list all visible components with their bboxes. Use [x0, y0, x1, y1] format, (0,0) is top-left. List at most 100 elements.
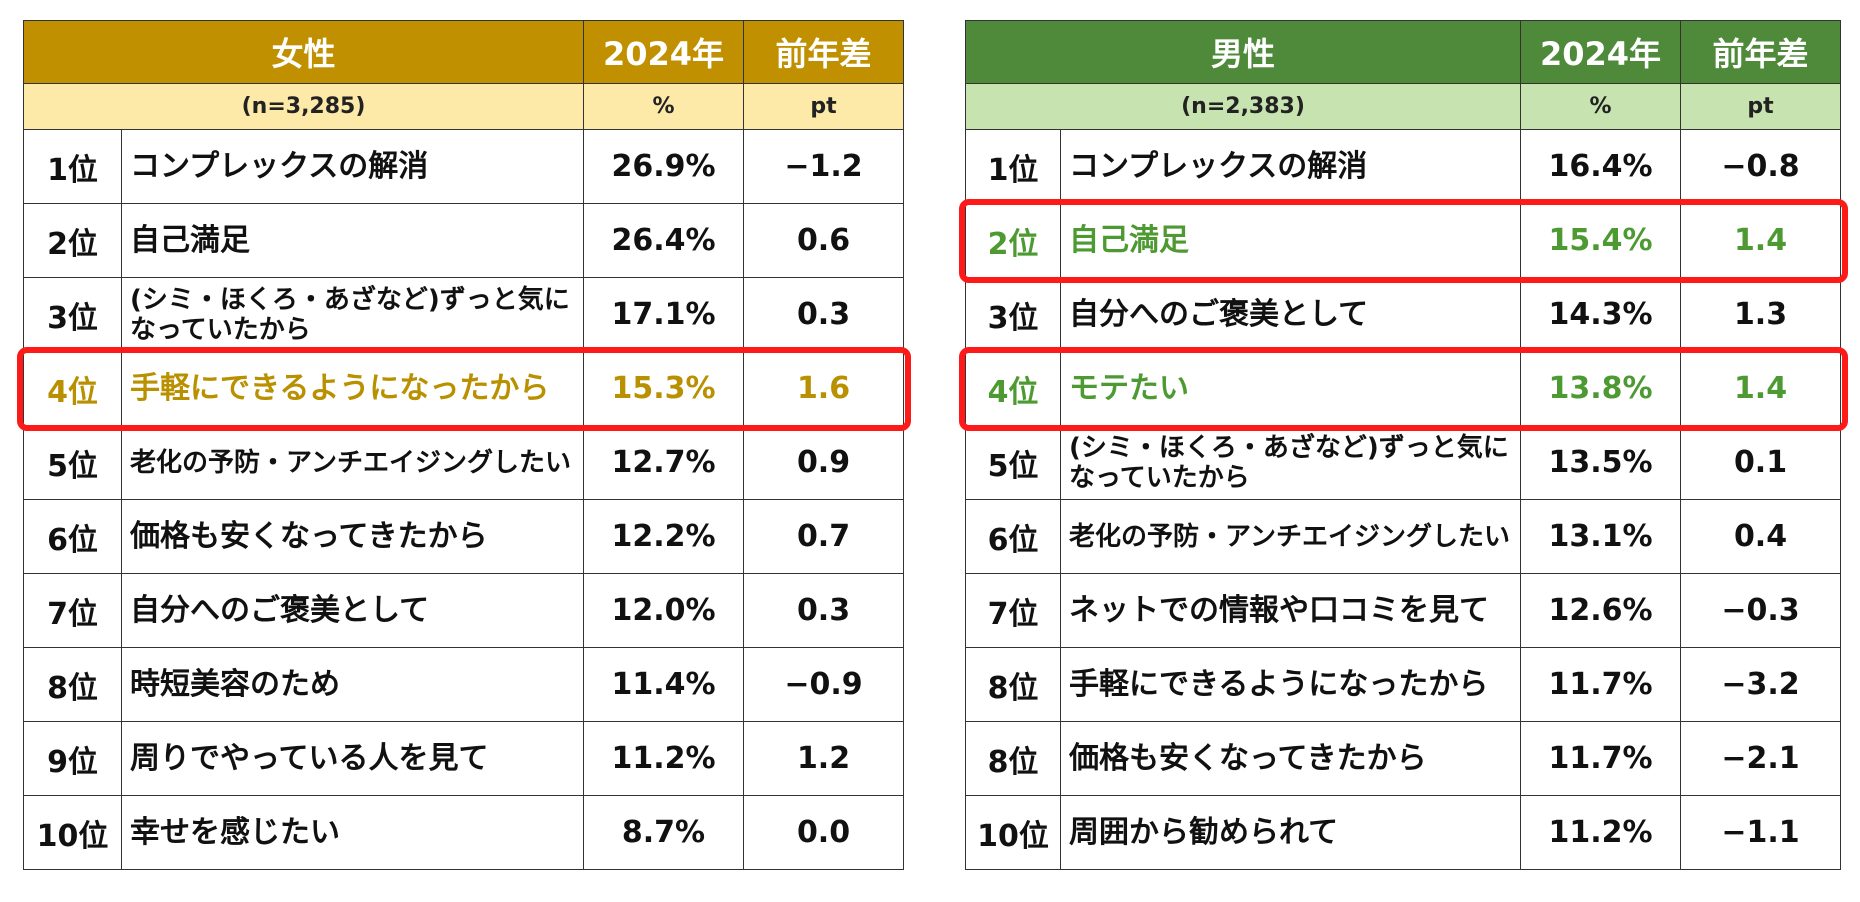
- men-rank: 8位: [965, 721, 1061, 796]
- men-reason: (シミ・ほくろ・あざなど)ずっと気になっていたから: [1059, 425, 1522, 500]
- men-rank: 5位: [965, 425, 1061, 500]
- men-rank: 6位: [965, 499, 1061, 574]
- women-rank: 7位: [23, 573, 122, 648]
- men-ranking-table: 男性 2024年 前年差 (n=2,383) % pt 1位 コンプレックスの解消…: [964, 20, 1842, 870]
- men-reason: ネットでの情報や口コミを見て: [1059, 573, 1522, 648]
- men-value: 16.4%: [1520, 129, 1682, 204]
- men-row-highlighted: 2位 自己満足 15.4% 1.4: [965, 203, 1842, 278]
- women-rank: 4位: [23, 351, 122, 426]
- men-rank: 7位: [965, 573, 1061, 648]
- women-subheader-row: (n=3,285) % pt: [22, 83, 905, 130]
- men-rank: 10位: [965, 795, 1061, 870]
- women-value: 12.0%: [583, 573, 745, 648]
- men-value: 15.4%: [1520, 203, 1682, 278]
- men-row: 1位 コンプレックスの解消 16.4% −0.8: [965, 129, 1842, 204]
- men-value: 14.3%: [1520, 277, 1682, 352]
- women-diff: 1.2: [743, 721, 905, 796]
- men-row-highlighted: 4位 モテたい 13.8% 1.4: [965, 351, 1842, 426]
- women-diff: 0.7: [743, 499, 905, 574]
- women-diff: 1.6: [743, 351, 905, 426]
- women-ranking-table: 女性 2024年 前年差 (n=3,285) % pt 1位 コンプレックスの解消…: [22, 20, 905, 870]
- women-reason: 周りでやっている人を見て: [120, 721, 585, 796]
- women-row: 1位 コンプレックスの解消 26.9% −1.2: [23, 129, 905, 204]
- men-diff: −1.1: [1680, 795, 1842, 870]
- women-reason: 自己満足: [120, 203, 585, 278]
- women-unit-percent: %: [583, 83, 745, 130]
- women-diff: 0.0: [743, 795, 905, 870]
- men-rank: 2位: [965, 203, 1061, 278]
- women-rank: 10位: [23, 795, 122, 870]
- women-value: 11.2%: [583, 721, 745, 796]
- men-reason: 老化の予防・アンチエイジングしたい: [1059, 499, 1522, 574]
- men-header-year: 2024年: [1520, 20, 1682, 84]
- men-diff: 1.3: [1680, 277, 1842, 352]
- men-row: 6位 老化の予防・アンチエイジングしたい 13.1% 0.4: [965, 499, 1842, 574]
- women-row: 6位 価格も安くなってきたから 12.2% 0.7: [23, 499, 905, 574]
- men-row: 8位 価格も安くなってきたから 11.7% −2.1: [965, 721, 1842, 796]
- women-header-diff: 前年差: [743, 20, 905, 84]
- women-reason: 時短美容のため: [120, 647, 585, 722]
- men-value: 11.7%: [1520, 647, 1682, 722]
- men-unit-percent: %: [1520, 83, 1682, 130]
- men-header-title: 男性: [964, 20, 1522, 84]
- women-diff: 0.9: [743, 425, 905, 500]
- men-rank: 4位: [965, 351, 1061, 426]
- men-value: 11.7%: [1520, 721, 1682, 796]
- women-diff: −1.2: [743, 129, 905, 204]
- men-value: 13.8%: [1520, 351, 1682, 426]
- women-sample-size: (n=3,285): [22, 83, 585, 130]
- women-diff: 0.6: [743, 203, 905, 278]
- men-rank: 1位: [965, 129, 1061, 204]
- women-diff: −0.9: [743, 647, 905, 722]
- women-reason: コンプレックスの解消: [120, 129, 585, 204]
- men-reason: コンプレックスの解消: [1059, 129, 1522, 204]
- women-row: 8位 時短美容のため 11.4% −0.9: [23, 647, 905, 722]
- men-rank: 8位: [965, 647, 1061, 722]
- women-reason: 価格も安くなってきたから: [120, 499, 585, 574]
- women-row: 7位 自分へのご褒美として 12.0% 0.3: [23, 573, 905, 648]
- men-diff: 0.1: [1680, 425, 1842, 500]
- women-reason: 手軽にできるようになったから: [120, 351, 585, 426]
- women-row: 10位 幸せを感じたい 8.7% 0.0: [23, 795, 905, 870]
- men-row: 5位 (シミ・ほくろ・あざなど)ずっと気になっていたから 13.5% 0.1: [965, 425, 1842, 500]
- women-header-title: 女性: [22, 20, 585, 84]
- women-reason: (シミ・ほくろ・あざなど)ずっと気になっていたから: [120, 277, 585, 352]
- women-rank: 9位: [23, 721, 122, 796]
- women-value: 12.7%: [583, 425, 745, 500]
- women-row: 9位 周りでやっている人を見て 11.2% 1.2: [23, 721, 905, 796]
- women-value: 26.4%: [583, 203, 745, 278]
- women-value: 17.1%: [583, 277, 745, 352]
- women-row-highlighted: 4位 手軽にできるようになったから 15.3% 1.6: [23, 351, 905, 426]
- women-header-year: 2024年: [583, 20, 745, 84]
- women-rank: 6位: [23, 499, 122, 574]
- men-reason: 価格も安くなってきたから: [1059, 721, 1522, 796]
- men-sample-size: (n=2,383): [964, 83, 1522, 130]
- men-header-diff: 前年差: [1680, 20, 1842, 84]
- women-rank: 5位: [23, 425, 122, 500]
- men-row: 10位 周囲から勧められて 11.2% −1.1: [965, 795, 1842, 870]
- women-rank: 2位: [23, 203, 122, 278]
- women-value: 15.3%: [583, 351, 745, 426]
- men-diff: 1.4: [1680, 203, 1842, 278]
- women-row: 2位 自己満足 26.4% 0.6: [23, 203, 905, 278]
- men-reason: モテたい: [1059, 351, 1522, 426]
- women-reason: 老化の予防・アンチエイジングしたい: [120, 425, 585, 500]
- men-reason: 手軽にできるようになったから: [1059, 647, 1522, 722]
- men-diff: −0.3: [1680, 573, 1842, 648]
- men-diff: −2.1: [1680, 721, 1842, 796]
- women-diff: 0.3: [743, 573, 905, 648]
- men-diff: −3.2: [1680, 647, 1842, 722]
- men-reason: 自分へのご褒美として: [1059, 277, 1522, 352]
- men-rank: 3位: [965, 277, 1061, 352]
- men-row: 7位 ネットでの情報や口コミを見て 12.6% −0.3: [965, 573, 1842, 648]
- women-row: 5位 老化の予防・アンチエイジングしたい 12.7% 0.9: [23, 425, 905, 500]
- men-row: 8位 手軽にできるようになったから 11.7% −3.2: [965, 647, 1842, 722]
- women-reason: 幸せを感じたい: [120, 795, 585, 870]
- women-reason: 自分へのご褒美として: [120, 573, 585, 648]
- men-value: 12.6%: [1520, 573, 1682, 648]
- women-value: 8.7%: [583, 795, 745, 870]
- women-row: 3位 (シミ・ほくろ・あざなど)ずっと気になっていたから 17.1% 0.3: [23, 277, 905, 352]
- men-reason: 周囲から勧められて: [1059, 795, 1522, 870]
- men-value: 11.2%: [1520, 795, 1682, 870]
- women-unit-pt: pt: [743, 83, 905, 130]
